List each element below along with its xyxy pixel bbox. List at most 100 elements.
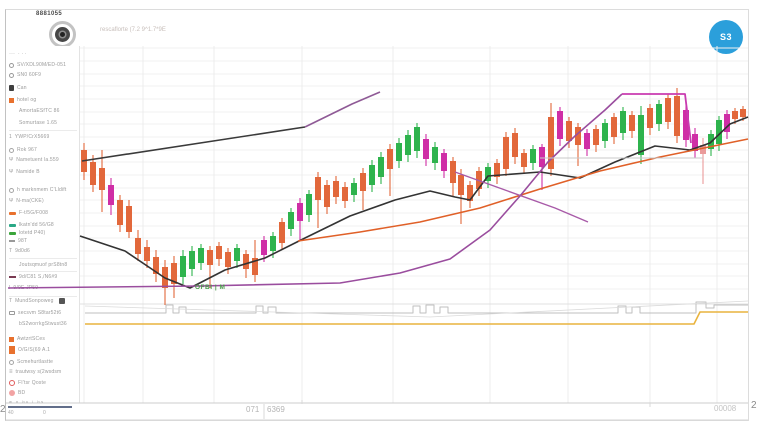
sq-orange-icon bbox=[9, 336, 14, 342]
sidebar-item-label: Somurtase 1.65 bbox=[19, 120, 58, 126]
sidebar-item-label: Nametuent la.559 bbox=[16, 157, 59, 163]
sidebar-divider bbox=[9, 130, 77, 131]
sidebar-item-label: Scmehurtlastte bbox=[17, 359, 54, 365]
wand-icon: Ψ bbox=[9, 198, 14, 204]
indent-icon bbox=[9, 265, 16, 266]
sidebar-item[interactable]: I 9/9E JP59 bbox=[9, 284, 79, 292]
sidebar-item[interactable]: FI'tsr Qoste bbox=[9, 379, 79, 387]
sidebar-item[interactable]: T 9d0d6 bbox=[9, 247, 79, 255]
dash-gray-icon bbox=[9, 240, 15, 242]
sidebar-item[interactable]: Rok 967 bbox=[9, 146, 79, 154]
sidebar-item-label: trautwsy s(2wsdsm bbox=[15, 369, 62, 375]
axis-label-left-b: 0 bbox=[43, 410, 46, 416]
sidebar-item-label: hotel og bbox=[17, 97, 37, 103]
signal-label: OFBI | M bbox=[195, 284, 226, 291]
sidebar-item-label: SN0 60F9 bbox=[17, 72, 42, 78]
document-code: 8881055 bbox=[36, 11, 63, 17]
sidebar-item[interactable]: Ψ Namide B bbox=[9, 168, 79, 176]
t-icon: I bbox=[9, 285, 11, 291]
sidebar-item[interactable]: Joutsqmuof prS8tn8 bbox=[9, 261, 79, 269]
sidebar-item-label: Namide B bbox=[16, 169, 40, 175]
margin-mark-left: 2 bbox=[0, 404, 6, 415]
wand-icon: Ψ bbox=[9, 157, 14, 163]
sidebar-divider bbox=[9, 296, 77, 297]
sidebar-item-label: secsvm S8tar52t6 bbox=[18, 310, 62, 316]
sidebar-item[interactable]: F-t/5G/F008 bbox=[9, 209, 79, 217]
sidebar-item-label: · · · bbox=[18, 51, 27, 57]
sidebar-item-label: Joutsqmuof prS8tn8 bbox=[19, 262, 68, 268]
sidebar-item[interactable]: 1 YWP/CrX5669 bbox=[9, 133, 79, 141]
app-logo-icon[interactable] bbox=[49, 21, 76, 48]
sidebar-item[interactable]: h marknmem C'Lldift bbox=[9, 186, 79, 194]
indent-icon bbox=[9, 111, 16, 112]
sidebar-item-label: lotetd P40) bbox=[19, 230, 46, 236]
axis-label-left-a: 40 bbox=[8, 410, 14, 416]
sidebar-item[interactable]: bS2worrkgStwust36 bbox=[9, 320, 79, 328]
sidebar-item-label: AmortaESfTC 86 bbox=[19, 108, 60, 114]
gear-icon bbox=[9, 72, 14, 78]
sidebar-item[interactable]: lotetd P40) bbox=[9, 229, 79, 237]
folder-icon bbox=[9, 310, 15, 316]
sidebar-item[interactable]: Can bbox=[9, 84, 79, 92]
sidebar-item[interactable]: ··· · · · bbox=[9, 50, 79, 58]
sq-orange2-icon bbox=[9, 346, 15, 354]
t-icon: T bbox=[9, 298, 13, 304]
sidebar-item[interactable]: secsvm S8tar52t6 bbox=[9, 309, 79, 317]
sidebar-item[interactable]: ≡ trautwsy s(2wsdsm bbox=[9, 368, 79, 376]
sidebar-item[interactable]: Somurtase 1.65 bbox=[9, 119, 79, 127]
circ-pink-icon bbox=[9, 390, 15, 396]
sidebar-divider bbox=[9, 271, 77, 272]
sidebar-item-label: 98T bbox=[18, 238, 28, 244]
chart-canvas[interactable] bbox=[80, 46, 748, 403]
indicator-sidebar: ··· · · · SV/XDL90M/ED-051 SN0 60F9 Can hotel… bbox=[6, 46, 80, 403]
sidebar-item[interactable]: lkatn'dd 56/G8 bbox=[9, 221, 79, 229]
sidebar-item-label: bS2worrkgStwust36 bbox=[19, 321, 67, 327]
sidebar-divider bbox=[9, 258, 77, 259]
circ-icon bbox=[9, 147, 14, 153]
sidebar-item-label: N-ma(CKE) bbox=[16, 198, 44, 204]
sidebar-item[interactable]: AwtzrtSCes bbox=[9, 335, 79, 343]
sidebar-item-label: F-t/5G/F008 bbox=[19, 210, 49, 216]
sidebar-item[interactable]: SN0 60F9 bbox=[9, 71, 79, 79]
sidebar-item[interactable]: AmortaESfTC 86 bbox=[9, 107, 79, 115]
t-icon: T bbox=[9, 248, 13, 254]
indent-icon bbox=[9, 324, 16, 325]
mini-scale-labels: w n bu i bs bbox=[9, 399, 45, 404]
list-icon: ≡ bbox=[9, 369, 13, 375]
dash-orange-icon bbox=[9, 211, 16, 215]
sidebar-item[interactable]: Scmehurtlastte bbox=[9, 358, 79, 366]
sidebar-item-label: SV/XDL90M/ED-051 bbox=[17, 62, 67, 68]
sidebar-item-label: lkatn'dd 56/G8 bbox=[19, 222, 54, 228]
logo-dot bbox=[60, 32, 65, 37]
axis-label-center-left: 071 bbox=[246, 405, 260, 414]
circ-red-icon bbox=[9, 380, 15, 386]
symbol-title: rescaflorte (7.2 9^1.7*9E bbox=[100, 27, 166, 33]
sidebar-item-label: Can bbox=[17, 85, 27, 91]
gear-icon bbox=[9, 62, 14, 68]
sidebar-item-label: h marknmem C'Lldift bbox=[17, 187, 67, 193]
t-icon: 1 bbox=[9, 134, 12, 140]
sidebar-item-label: 9/9E JP59 bbox=[13, 285, 39, 291]
sidebar-item-label: BD bbox=[18, 390, 26, 396]
wand-icon: Ψ bbox=[9, 169, 14, 175]
sidebar-item[interactable]: T MundSonpoweg bbox=[9, 297, 79, 305]
indent-icon bbox=[9, 123, 16, 124]
dash-teal-icon bbox=[9, 223, 16, 227]
margin-mark-right: 2 bbox=[751, 400, 757, 411]
sidebar-item[interactable]: hotel og bbox=[9, 96, 79, 104]
sidebar-item-label: 9d0d6 bbox=[15, 248, 30, 254]
sidebar-item[interactable]: SV/XDL90M/ED-051 bbox=[9, 61, 79, 69]
row-badge bbox=[58, 298, 65, 304]
sidebar-item[interactable]: 98T bbox=[9, 237, 79, 245]
sidebar-item-label: Rok 967 bbox=[17, 147, 38, 153]
sidebar-item[interactable]: O/G/S(69 A.1 bbox=[9, 346, 79, 354]
sidebar-item[interactable]: 9d/C81 S,/N6#9 bbox=[9, 273, 79, 281]
sidebar-item[interactable]: Ψ Nametuent la.559 bbox=[9, 156, 79, 164]
sidebar-item[interactable]: BD bbox=[9, 389, 79, 397]
sidebar-item-label: AwtzrtSCes bbox=[17, 336, 46, 342]
sidebar-item[interactable]: Ψ N-ma(CKE) bbox=[9, 197, 79, 205]
sidebar-item-label: MundSonpoweg bbox=[15, 298, 54, 304]
axis-label-right: 00008 bbox=[714, 404, 737, 413]
sidebar-item-label: FI'tsr Qoste bbox=[18, 380, 47, 386]
